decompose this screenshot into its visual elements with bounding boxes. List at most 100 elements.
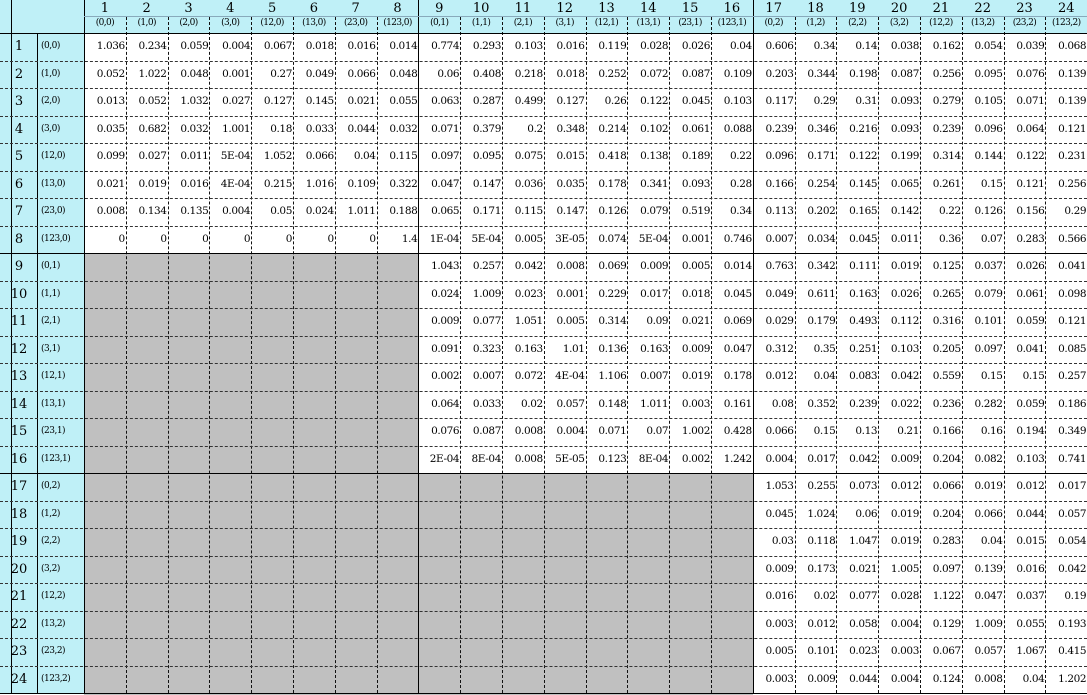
table-cell[interactable]: 1.016 bbox=[305, 177, 334, 190]
row-header[interactable]: 15 bbox=[10, 424, 28, 439]
table-cell[interactable]: 0.07 bbox=[646, 425, 669, 437]
table-cell[interactable]: 0.198 bbox=[849, 67, 878, 80]
column-header[interactable]: 22 bbox=[974, 1, 991, 16]
table-cell[interactable]: 0.145 bbox=[849, 177, 878, 190]
row-header[interactable]: 8 bbox=[14, 231, 24, 247]
table-cell[interactable]: 0.096 bbox=[765, 150, 794, 162]
table-cell[interactable]: 0.408 bbox=[472, 67, 501, 80]
table-cell[interactable]: 0.097 bbox=[932, 562, 961, 575]
table-cell[interactable]: 0.021 bbox=[681, 315, 710, 327]
table-cell[interactable]: 1.4 bbox=[401, 232, 418, 245]
table-cell[interactable]: 0.105 bbox=[974, 95, 1003, 107]
table-cell[interactable]: 0.018 bbox=[556, 67, 585, 80]
row-header[interactable]: 1 bbox=[14, 39, 24, 54]
table-cell[interactable]: 1.01 bbox=[562, 342, 585, 355]
row-header[interactable]: 16 bbox=[10, 451, 28, 467]
table-cell[interactable]: 0.283 bbox=[932, 535, 961, 547]
table-cell[interactable]: 0.287 bbox=[472, 95, 501, 107]
table-cell[interactable]: 0.34 bbox=[813, 40, 836, 52]
table-cell[interactable]: 0.002 bbox=[431, 370, 460, 382]
table-cell[interactable]: 0.023 bbox=[849, 645, 878, 657]
table-cell[interactable]: 0.15 bbox=[1022, 370, 1045, 382]
table-cell[interactable]: 0.097 bbox=[431, 150, 460, 162]
table-cell[interactable]: 0.057 bbox=[1058, 507, 1087, 520]
table-cell[interactable]: 0.123 bbox=[598, 452, 627, 465]
table-cell[interactable]: 0.163 bbox=[849, 287, 878, 300]
table-cell[interactable]: 0.186 bbox=[1058, 397, 1087, 410]
table-cell[interactable]: 0.019 bbox=[974, 480, 1003, 492]
column-header[interactable]: 14 bbox=[640, 1, 657, 16]
row-header[interactable]: 7 bbox=[14, 204, 24, 219]
table-cell[interactable]: 0.103 bbox=[514, 40, 543, 52]
table-cell[interactable]: 0.057 bbox=[556, 397, 585, 410]
table-cell[interactable]: 0 bbox=[327, 232, 335, 245]
table-cell[interactable]: 0.774 bbox=[431, 40, 460, 52]
table-cell[interactable]: 0.283 bbox=[1016, 232, 1045, 245]
table-cell[interactable]: 0.001 bbox=[222, 67, 251, 80]
table-cell[interactable]: 5E-05 bbox=[555, 452, 585, 465]
column-header[interactable]: 7 bbox=[351, 1, 360, 16]
table-cell[interactable]: 0.193 bbox=[1058, 617, 1087, 630]
table-cell[interactable]: 0.29 bbox=[1064, 205, 1087, 217]
table-cell[interactable]: 0.171 bbox=[472, 205, 501, 217]
table-cell[interactable]: 0.042 bbox=[890, 370, 919, 382]
table-cell[interactable]: 0.156 bbox=[1016, 205, 1045, 217]
table-cell[interactable]: 0.216 bbox=[849, 122, 878, 135]
table-cell[interactable]: 0.352 bbox=[807, 397, 836, 410]
table-cell[interactable]: 0.379 bbox=[472, 122, 501, 135]
table-cell[interactable]: 1.242 bbox=[723, 452, 752, 465]
table-cell[interactable]: 0.038 bbox=[890, 40, 919, 52]
table-cell[interactable]: 0.178 bbox=[723, 370, 752, 382]
column-header[interactable]: 16 bbox=[723, 1, 741, 16]
table-cell[interactable]: 0.126 bbox=[598, 205, 627, 217]
table-cell[interactable]: 1.106 bbox=[598, 370, 627, 382]
table-cell[interactable]: 0.029 bbox=[765, 315, 794, 327]
table-cell[interactable]: 0.042 bbox=[1058, 562, 1087, 575]
table-cell[interactable]: 0.15 bbox=[813, 425, 836, 437]
table-cell[interactable]: 0.231 bbox=[1058, 150, 1087, 162]
table-cell[interactable]: 0.065 bbox=[431, 205, 460, 217]
table-cell[interactable]: 0.004 bbox=[222, 40, 251, 52]
table-cell[interactable]: 0.008 bbox=[514, 425, 543, 437]
table-cell[interactable]: 0.103 bbox=[1016, 452, 1045, 465]
table-cell[interactable]: 0.566 bbox=[1058, 232, 1087, 245]
table-cell[interactable]: 0.017 bbox=[640, 287, 669, 300]
table-cell[interactable]: 0.31 bbox=[855, 95, 878, 107]
column-header[interactable]: 9 bbox=[435, 1, 444, 16]
table-cell[interactable]: 0.012 bbox=[765, 370, 794, 382]
table-cell[interactable]: 0.001 bbox=[556, 287, 585, 300]
table-cell[interactable]: 0.279 bbox=[932, 95, 961, 107]
column-header[interactable]: 6 bbox=[309, 1, 319, 16]
table-cell[interactable]: 0 bbox=[160, 232, 167, 245]
table-cell[interactable]: 0 bbox=[202, 232, 209, 245]
table-cell[interactable]: 0.205 bbox=[932, 342, 961, 355]
table-cell[interactable]: 0.009 bbox=[681, 342, 710, 355]
table-cell[interactable]: 0.065 bbox=[890, 177, 919, 190]
table-cell[interactable]: 0.261 bbox=[932, 177, 961, 190]
table-cell[interactable]: 0.293 bbox=[472, 40, 501, 52]
table-cell[interactable]: 0.033 bbox=[305, 122, 334, 135]
table-cell[interactable]: 0.144 bbox=[974, 150, 1003, 162]
column-header[interactable]: 2 bbox=[142, 1, 151, 16]
table-cell[interactable]: 0.009 bbox=[431, 315, 460, 327]
column-header[interactable]: 5 bbox=[267, 1, 277, 16]
table-cell[interactable]: 0.147 bbox=[556, 205, 585, 217]
table-cell[interactable]: 0.119 bbox=[598, 40, 627, 52]
table-cell[interactable]: 0.017 bbox=[807, 452, 836, 465]
table-cell[interactable]: 0.064 bbox=[1016, 122, 1045, 135]
table-cell[interactable]: 0.082 bbox=[974, 452, 1003, 465]
table-cell[interactable]: 0.048 bbox=[180, 67, 209, 80]
row-header[interactable]: 19 bbox=[10, 534, 28, 549]
table-cell[interactable]: 0.124 bbox=[932, 672, 961, 685]
table-cell[interactable]: 0.009 bbox=[890, 452, 919, 465]
table-cell[interactable]: 0.083 bbox=[849, 370, 878, 382]
table-cell[interactable]: 0.071 bbox=[598, 425, 627, 437]
table-cell[interactable]: 0.13 bbox=[855, 425, 878, 437]
table-cell[interactable]: 0.058 bbox=[849, 617, 878, 630]
table-cell[interactable]: 0.012 bbox=[1016, 480, 1045, 492]
table-cell[interactable]: 0.057 bbox=[974, 645, 1003, 657]
table-cell[interactable]: 0 bbox=[369, 232, 376, 245]
table-cell[interactable]: 0.129 bbox=[932, 617, 961, 630]
table-cell[interactable]: 0.077 bbox=[849, 590, 878, 602]
table-cell[interactable]: 0.027 bbox=[138, 150, 167, 162]
